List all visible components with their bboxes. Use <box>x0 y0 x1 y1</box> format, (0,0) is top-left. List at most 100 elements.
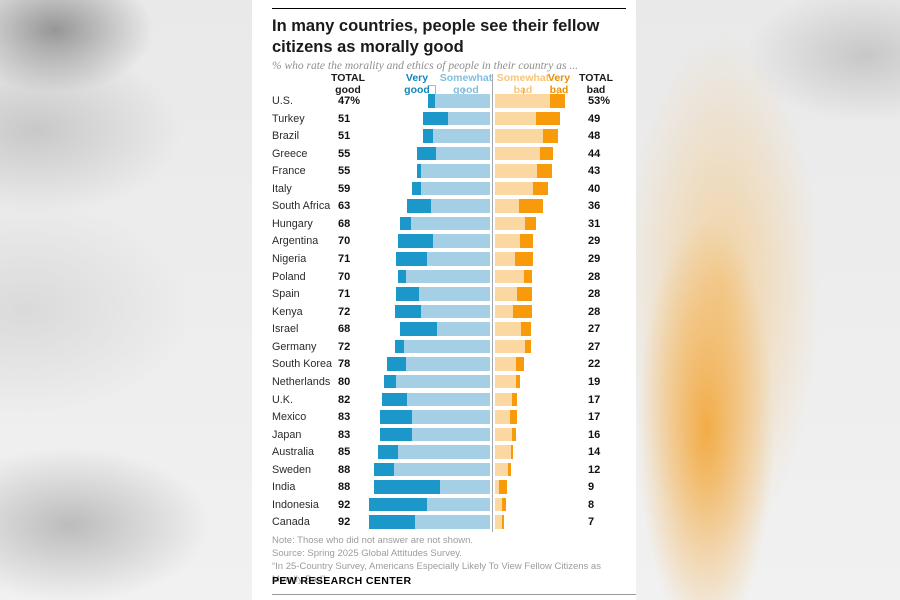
row-country-label: Israel <box>272 323 299 336</box>
segment-very-bad <box>516 357 525 371</box>
column-header-somewhat-good: Somewhat good <box>439 72 493 97</box>
segment-very-bad <box>550 94 565 108</box>
total-bad-value: 12 <box>588 463 601 476</box>
row-country-label: Argentina <box>272 235 319 248</box>
good-bar <box>396 287 490 301</box>
good-bar <box>380 410 490 424</box>
bad-bar <box>495 111 560 126</box>
segment-somewhat-bad <box>495 515 502 529</box>
segment-somewhat-bad <box>495 199 519 213</box>
table-row: Indonesia 92 8 <box>252 497 636 512</box>
segment-very-bad <box>535 111 560 126</box>
total-good-value: 70 <box>338 270 351 283</box>
total-good-value: 51 <box>338 130 351 143</box>
total-bad-value: 43 <box>588 165 601 178</box>
row-country-label: Spain <box>272 288 300 301</box>
segment-somewhat-bad <box>495 234 521 248</box>
row-country-label: Kenya <box>272 305 303 318</box>
segment-very-good <box>422 129 434 143</box>
segment-very-good <box>406 199 431 213</box>
table-row: Brazil 51 48 <box>252 129 636 143</box>
segment-somewhat-bad <box>495 129 543 143</box>
bad-bar <box>495 374 521 389</box>
title-line-2: morally good <box>360 37 464 56</box>
total-bad-value: 8 <box>588 498 595 511</box>
bad-bar <box>495 462 511 477</box>
table-row: Spain 71 28 <box>252 287 636 301</box>
bad-bar <box>495 287 532 301</box>
segment-somewhat-good <box>421 181 490 196</box>
total-good-value: 59 <box>338 182 351 195</box>
row-country-label: Greece <box>272 147 308 160</box>
segment-somewhat-good <box>396 374 490 389</box>
segment-very-good <box>368 515 415 529</box>
segment-very-good <box>427 94 435 108</box>
segment-very-good <box>394 339 405 354</box>
segment-very-bad <box>518 199 543 213</box>
source-line: Source: Spring 2025 Global Attitudes Sur… <box>272 548 462 560</box>
total-good-value: 88 <box>338 481 351 494</box>
somewhat-good-tick <box>463 88 464 94</box>
segment-very-good <box>373 462 394 477</box>
total-good-value: 88 <box>338 463 351 476</box>
segment-somewhat-bad <box>495 252 515 266</box>
segment-very-bad <box>521 322 531 336</box>
bad-bar <box>495 181 548 196</box>
bad-bar <box>495 445 514 459</box>
segment-very-good <box>417 146 436 161</box>
segment-very-good <box>368 497 427 512</box>
total-good-value: 72 <box>338 340 351 353</box>
good-bar <box>397 269 490 284</box>
good-bar <box>397 234 490 248</box>
very-good-leader-line <box>428 85 436 94</box>
segment-somewhat-bad <box>495 427 513 442</box>
row-country-label: South Africa <box>272 200 331 213</box>
total-bad-value: 36 <box>588 200 601 213</box>
segment-somewhat-bad <box>495 304 514 319</box>
bad-bar <box>495 357 525 371</box>
column-header-total-bad: TOTAL bad <box>578 72 614 97</box>
segment-somewhat-bad <box>495 357 517 371</box>
segment-very-bad <box>517 287 532 301</box>
good-bar <box>406 199 490 213</box>
bad-bar <box>495 410 518 424</box>
bad-bar <box>495 129 559 143</box>
table-row: U.S. 47% 53% <box>252 94 636 108</box>
table-row: Argentina 70 29 <box>252 234 636 248</box>
segment-very-good <box>381 392 407 407</box>
good-bar <box>381 392 490 407</box>
segment-very-good <box>412 181 422 196</box>
report-title-line: “In 25-Country Survey, Americans Especia… <box>272 561 601 586</box>
segment-very-good <box>380 410 413 424</box>
segment-very-bad <box>533 181 548 196</box>
total-good-value: 82 <box>338 393 351 406</box>
segment-very-good <box>394 304 422 319</box>
table-row: Greece 55 44 <box>252 146 636 161</box>
total-bad-value: 44 <box>588 147 601 160</box>
segment-very-good <box>373 480 440 494</box>
good-bar <box>422 129 490 143</box>
somewhat-bad-tick <box>523 88 524 94</box>
row-country-label: France <box>272 165 306 178</box>
segment-very-bad <box>514 252 534 266</box>
good-bar <box>417 146 490 161</box>
row-country-label: Brazil <box>272 130 299 143</box>
table-row: Poland 70 28 <box>252 269 636 284</box>
bad-bar <box>495 269 532 284</box>
bad-bar <box>495 234 534 248</box>
table-row: Hungary 68 31 <box>252 216 636 231</box>
segment-very-bad <box>513 304 532 319</box>
segment-very-good <box>387 357 406 371</box>
table-row: Israel 68 27 <box>252 322 636 336</box>
segment-somewhat-bad <box>495 410 510 424</box>
bad-bar <box>495 392 518 407</box>
segment-somewhat-good <box>404 339 490 354</box>
total-good-value: 70 <box>338 235 351 248</box>
good-bar <box>412 181 490 196</box>
good-bar <box>394 339 490 354</box>
bad-bar <box>495 146 554 161</box>
segment-very-bad <box>537 164 552 178</box>
bad-bar <box>495 515 505 529</box>
segment-somewhat-bad <box>495 480 499 494</box>
total-bad-value: 27 <box>588 323 601 336</box>
